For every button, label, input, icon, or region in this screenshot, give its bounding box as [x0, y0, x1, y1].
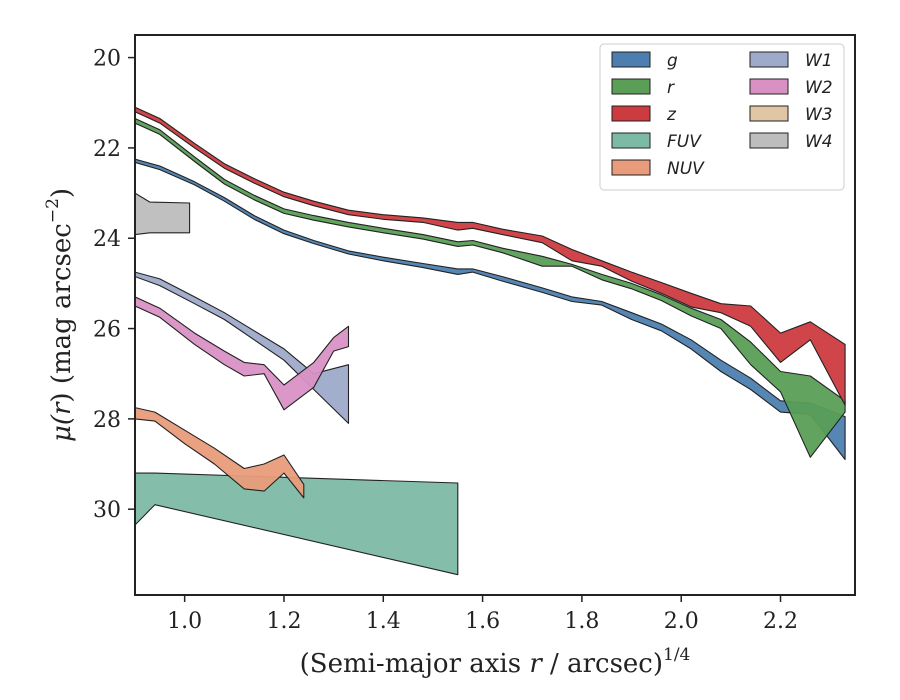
band-z: [135, 106, 846, 406]
x-axis-title: (Semi-major axis r / arcsec)1/4: [300, 645, 691, 679]
legend-swatch: [611, 132, 651, 149]
legend-swatch: [611, 78, 651, 95]
legend-swatch: [749, 132, 789, 149]
y-tick-label: 22: [93, 137, 121, 162]
x-tick-label: 2.0: [664, 609, 699, 634]
legend: grz FUV NUV W1 W2 W3 W4: [599, 43, 845, 191]
x-tick-label: 1.8: [564, 609, 599, 634]
legend-label: W1: [805, 51, 833, 71]
x-tick-label: 1.0: [167, 609, 202, 634]
x-tick-label: 1.2: [266, 609, 301, 634]
legend-label: W2: [805, 78, 833, 98]
y-tick-label: 30: [93, 498, 121, 523]
legend-label: FUV: [667, 132, 702, 152]
band-g: [135, 158, 846, 461]
x-axis: 1.0 1.2 1.4 1.6 1.8 2.0 2.2: [167, 595, 798, 634]
band-fuv: [135, 472, 459, 576]
legend-swatch: [611, 51, 651, 68]
y-tick-label: 20: [93, 47, 121, 72]
y-tick-label: 24: [93, 227, 121, 252]
band-w2: [135, 296, 350, 411]
y-tick-label: 28: [93, 408, 121, 433]
legend-label: g: [667, 51, 678, 71]
legend-label: NUV: [667, 159, 705, 179]
band-w1: [135, 271, 350, 424]
legend-swatch: [749, 105, 789, 122]
y-tick-label: 26: [93, 318, 121, 343]
legend-swatch: [611, 105, 651, 122]
legend-label: z: [666, 105, 677, 125]
band-r: [135, 117, 846, 458]
legend-label: W4: [805, 132, 833, 152]
band-w4: [135, 192, 191, 236]
legend-label: r: [667, 78, 675, 98]
plot-frame: [134, 34, 856, 596]
x-tick-label: 1.6: [465, 609, 500, 634]
y-axis: 20 22 24 26 28 30: [93, 47, 135, 523]
x-tick-label: 2.2: [763, 609, 798, 634]
x-tick-label: 1.4: [366, 609, 401, 634]
legend-swatch: [749, 51, 789, 68]
legend-swatch: [749, 78, 789, 95]
legend-swatch: [611, 159, 651, 176]
band-nuv: [135, 407, 305, 499]
data-bands: [135, 106, 846, 576]
y-axis-title: μ(r) (mag arcsec−2): [43, 188, 77, 442]
legend-label: W3: [805, 105, 833, 125]
